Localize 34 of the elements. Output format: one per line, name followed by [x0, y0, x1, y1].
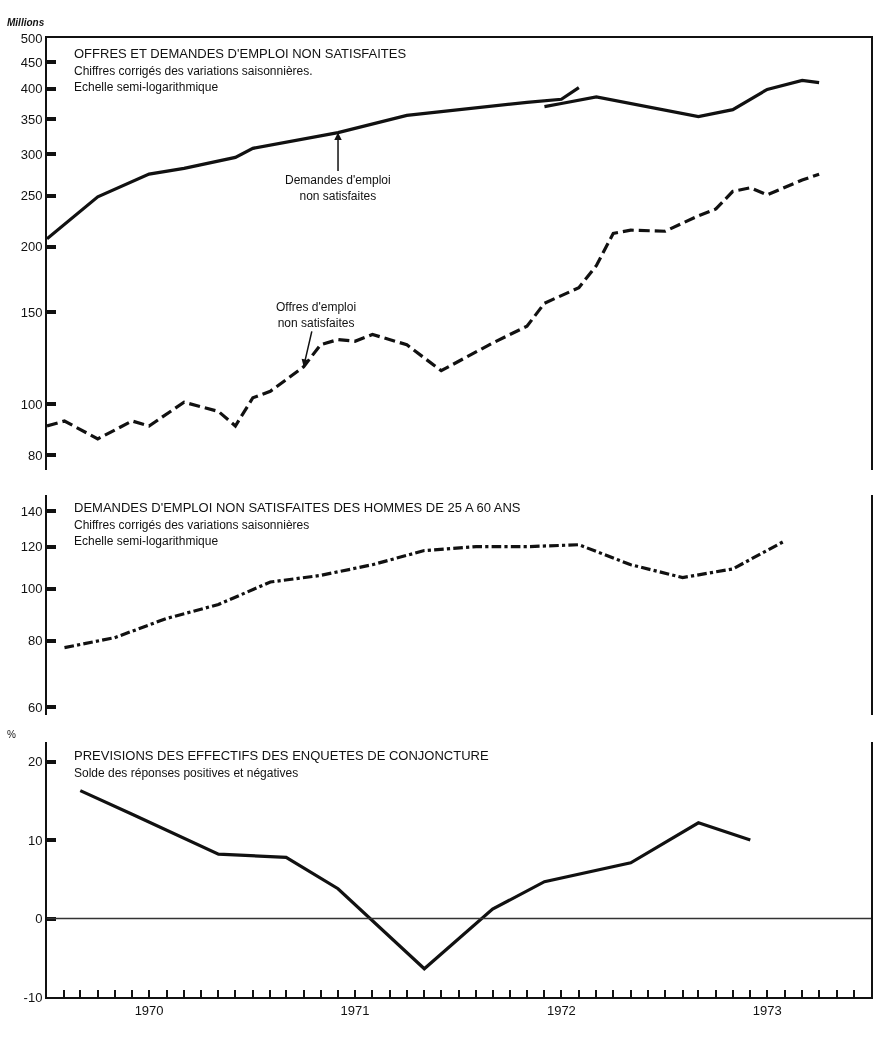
x-tick-label: 1970 [134, 1002, 164, 1018]
y-tick-label: 350 [20, 111, 43, 127]
y-tick-label: 80 [27, 633, 43, 649]
y-tick-label: 150 [20, 304, 43, 320]
y-tick-label: 60 [27, 699, 43, 715]
x-tick-label: 1972 [546, 1002, 576, 1018]
annotation: Offres d'emploi non satisfaites [276, 300, 357, 330]
text: OFFRES ET DEMANDES D'EMPLOI NON SATISFAITES [74, 46, 407, 61]
y-tick-label: 300 [20, 146, 43, 162]
annotation: Demandes d'emploi non satisfaites [285, 173, 391, 203]
y-tick-label: 100 [20, 397, 43, 413]
y-axis-title: Millions [7, 17, 45, 28]
y-tick-label: 20 [27, 754, 43, 770]
y-tick-label: 140 [20, 503, 43, 519]
y-tick-label: 0 [35, 911, 43, 927]
y-tick-label: 200 [20, 239, 43, 255]
text: Solde des réponses positives et négatives [74, 766, 299, 780]
y-tick-label: 400 [20, 81, 43, 97]
x-tick-label: 1971 [340, 1002, 370, 1018]
y-axis-title: % [7, 729, 16, 740]
x-tick-label: 1973 [752, 1002, 782, 1018]
y-tick-label: 450 [20, 54, 43, 70]
y-tick-label: 120 [20, 539, 43, 555]
y-tick-label: 500 [20, 30, 43, 46]
y-tick-label: 250 [20, 188, 43, 204]
text: PREVISIONS DES EFFECTIFS DES ENQUETES DE CONJONCTURE [74, 748, 489, 763]
text: Chiffres corrigés des variations saisonnières Echelle semi-logarithmique [74, 518, 310, 548]
y-tick-label: 10 [27, 832, 43, 848]
text: Chiffres corrigés des variations saisonnières. Echelle semi-logarithmique [74, 64, 313, 94]
y-tick-label: 80 [27, 447, 43, 463]
chart-title: DEMANDES D'EMPLOI NON SATISFAITES DES HOMMES DE 25 A 60 ANS [74, 500, 521, 515]
y-tick-label: 100 [20, 581, 43, 597]
y-tick-label: -10 [23, 989, 43, 1005]
line-series [78, 789, 752, 971]
